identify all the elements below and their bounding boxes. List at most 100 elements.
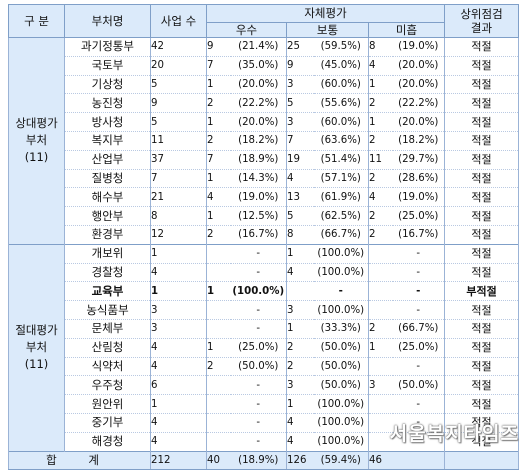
review-result-cell: 적절 [444, 93, 520, 113]
poor-count-cell: 4 [368, 55, 393, 76]
poor-percent-cell: - [392, 262, 446, 282]
count-cell: 37 [150, 149, 207, 170]
normal-count-cell: 2 [286, 356, 314, 376]
poor-count-cell: 11 [368, 149, 393, 170]
poor-count-cell [368, 394, 393, 414]
normal-count-cell: 3 [286, 74, 314, 94]
excellent-count-cell [206, 431, 231, 452]
excellent-count-cell: 1 [206, 281, 231, 301]
poor-percent-cell: (20.0%) [392, 112, 446, 132]
table-row: 중기부 4-4 (100.0%) - 적절 [9, 412, 520, 433]
excellent-count-cell [206, 300, 231, 320]
excellent-percent-cell: - [230, 394, 287, 414]
normal-count-cell: 2 [286, 337, 314, 358]
dept-cell: 식약처 [64, 356, 151, 376]
dept-cell: 해수부 [64, 187, 151, 207]
poor-count-cell: 2 [368, 93, 393, 113]
total-excellent-count-cell: 40 [206, 450, 231, 470]
excellent-count-cell: 9 [206, 37, 231, 57]
table-row: 원안위 1-1 (100.0%) - 적절 [9, 394, 520, 414]
count-cell: 3 [150, 300, 207, 320]
poor-count-cell: 3 [368, 375, 393, 395]
group-label: 절대평가 부처 (11) [8, 243, 65, 452]
normal-count-cell: 9 [286, 55, 314, 76]
review-result-cell: 적절 [444, 243, 520, 264]
count-cell: 3 [150, 318, 207, 339]
count-cell: 1 [150, 281, 207, 301]
normal-count-cell: 5 [286, 206, 314, 226]
count-cell: 4 [150, 337, 207, 358]
count-cell: 1 [150, 243, 207, 264]
excellent-count-cell: 2 [206, 356, 231, 376]
normal-percent-cell: (33.3%) [313, 318, 369, 339]
poor-count-cell: 2 [368, 130, 393, 151]
dept-cell: 개보위 [64, 243, 151, 264]
excellent-percent-cell: (100.0%) [230, 281, 287, 301]
poor-percent-cell: - [392, 412, 446, 433]
table-row: 교육부 1 1 (100.0%) - - 부적절 [9, 281, 520, 301]
normal-percent-cell: (55.6%) [313, 93, 369, 113]
header-review: 상위점검 결과 [444, 4, 520, 38]
poor-percent-cell: - [392, 243, 446, 264]
total-count-cell: 212 [150, 450, 207, 470]
table-body: 상대평가 부처 (11) 과기정통부 42 9 (21.4%) 25 (59.5%) 8 (19… [8, 37, 520, 470]
excellent-percent-cell: - [230, 243, 287, 264]
table-row: 우주청 6-3 (50.0%) 3 (50.0%) 적절 [9, 375, 520, 395]
normal-percent-cell: (63.6%) [313, 130, 369, 151]
excellent-count-cell [206, 394, 231, 414]
table-row: 질병청 7 1 (14.3%) 4 (57.1%) 2 (28.6%) 적절 [9, 168, 520, 188]
count-cell: 11 [150, 130, 207, 151]
total-label: 합 계 [8, 450, 151, 470]
excellent-count-cell [206, 262, 231, 282]
review-result-cell: 적절 [444, 375, 520, 395]
normal-count-cell: 5 [286, 93, 314, 113]
table-row: 상대평가 부처 (11) 과기정통부 42 9 (21.4%) 25 (59.5%) 8 (19… [8, 37, 520, 245]
total-review-result-cell [444, 450, 520, 470]
excellent-percent-cell: (35.0%) [230, 55, 287, 76]
table-row: 농식품부 3-3 (100.0%) - 적절 [9, 300, 520, 320]
poor-count-cell: 2 [368, 224, 393, 245]
excellent-count-cell: 1 [206, 112, 231, 132]
excellent-count-cell [206, 243, 231, 264]
excellent-percent-cell: (19.0%) [230, 187, 287, 207]
table-row: 해수부 21 4 (19.0%) 13 (61.9%) 4 (19.0%) 적절 [9, 187, 520, 207]
count-cell: 1 [150, 394, 207, 414]
table-row: 행안부 8 1 (12.5%) 5 (62.5%) 2 (25.0%) 적절 [9, 206, 520, 226]
review-result-cell: 적절 [444, 337, 520, 358]
table-row: 국토부 20 7 (35.0%) 9 (45.0%) 4 (20.0%) 적절 [9, 55, 520, 76]
normal-percent-cell: (51.4%) [313, 149, 369, 170]
normal-percent-cell: (60.0%) [313, 112, 369, 132]
excellent-percent-cell: (21.4%) [230, 37, 287, 57]
excellent-percent-cell: - [230, 262, 287, 282]
group-label: 상대평가 부처 (11) [8, 37, 65, 245]
normal-percent-cell: (100.0%) [313, 300, 369, 320]
dept-cell: 해경청 [64, 431, 151, 452]
poor-count-cell [368, 356, 393, 376]
count-cell: 8 [150, 206, 207, 226]
normal-percent-cell: (50.0%) [313, 375, 369, 395]
count-cell: 5 [150, 112, 207, 132]
poor-percent-cell: (22.2%) [392, 93, 446, 113]
total-poor-percent-cell [392, 450, 446, 470]
table-header: 구 분 부처명 사업 수 자체평가 상위점검 결과 우수 보통 미흡 [8, 4, 520, 38]
poor-percent-cell: (66.7%) [392, 318, 446, 339]
excellent-percent-cell: - [230, 412, 287, 433]
excellent-count-cell: 1 [206, 206, 231, 226]
poor-percent-cell: (20.0%) [392, 74, 446, 94]
poor-percent-cell: (18.2%) [392, 130, 446, 151]
poor-count-cell: 1 [368, 74, 393, 94]
normal-count-cell: 4 [286, 431, 314, 452]
poor-count-cell [368, 431, 393, 452]
normal-percent-cell: (50.0%) [313, 337, 369, 358]
header-count: 사업 수 [150, 4, 207, 38]
poor-percent-cell: (29.7%) [392, 149, 446, 170]
normal-count-cell: 1 [286, 394, 314, 414]
normal-percent-cell: (100.0%) [313, 431, 369, 452]
count-cell: 21 [150, 187, 207, 207]
poor-percent-cell: - [392, 394, 446, 414]
normal-percent-cell: - [313, 281, 369, 301]
normal-percent-cell: (60.0%) [313, 74, 369, 94]
excellent-count-cell [206, 318, 231, 339]
normal-count-cell: 1 [286, 318, 314, 339]
excellent-percent-cell: (22.2%) [230, 93, 287, 113]
